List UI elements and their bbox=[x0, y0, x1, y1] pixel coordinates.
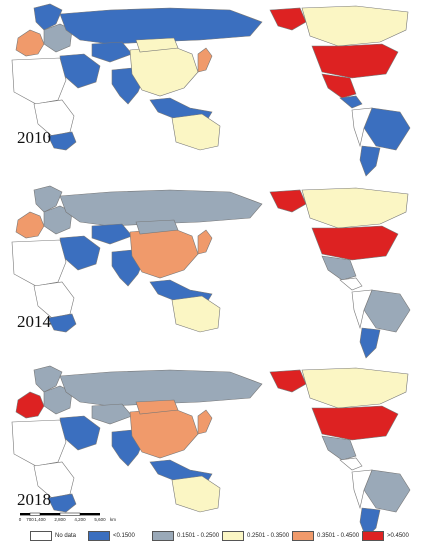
region-eastern-europe bbox=[43, 23, 73, 53]
region-eastern-europe bbox=[43, 385, 73, 415]
region-australia bbox=[171, 295, 221, 333]
region-japan-korea bbox=[197, 47, 213, 73]
region-western-europe bbox=[15, 211, 45, 239]
year-label: 2018 bbox=[17, 490, 51, 509]
region-brazil bbox=[363, 107, 411, 151]
region-kazakhstan bbox=[91, 223, 133, 245]
map-panel-2018: 2018 bbox=[0, 362, 438, 542]
year-label: 2010 bbox=[17, 128, 51, 147]
region-mongolia bbox=[135, 219, 179, 235]
legend: No data <0.1500 0.1501 - 0.2500 0.2501 -… bbox=[30, 529, 430, 543]
legend-swatch bbox=[30, 531, 52, 541]
region-south-africa bbox=[47, 131, 77, 151]
map-panel-2010: 2010 bbox=[0, 0, 438, 180]
region-mexico bbox=[321, 435, 357, 461]
region-australia bbox=[171, 113, 221, 151]
legend-label: 0.1501 - 0.2500 bbox=[177, 533, 220, 539]
region-central-africa bbox=[33, 281, 75, 319]
region-mexico bbox=[321, 255, 357, 281]
region-northern-europe bbox=[33, 365, 63, 393]
region-north-africa bbox=[11, 239, 67, 287]
legend-label: No data bbox=[55, 533, 77, 539]
map-panel-2014: 2014 bbox=[0, 182, 438, 362]
scale-tick-label: 5,600 bbox=[94, 517, 106, 522]
legend-swatch bbox=[88, 531, 110, 541]
legend-item-class-3: 0.2501 - 0.3500 bbox=[222, 529, 289, 543]
year-label: 2014 bbox=[17, 312, 51, 331]
region-middle-east bbox=[59, 415, 101, 451]
region-western-europe bbox=[15, 29, 45, 57]
legend-label: 0.3501 - 0.4500 bbox=[317, 533, 360, 539]
region-north-africa bbox=[11, 419, 67, 467]
legend-label: 0.2501 - 0.3500 bbox=[247, 533, 290, 539]
region-south-africa bbox=[47, 493, 77, 513]
region-canada bbox=[301, 187, 409, 229]
region-argentina bbox=[359, 145, 381, 177]
region-china bbox=[129, 227, 199, 279]
region-kazakhstan bbox=[91, 41, 133, 63]
region-australia bbox=[171, 475, 221, 513]
region-northern-europe bbox=[33, 185, 63, 213]
region-mongolia bbox=[135, 37, 179, 53]
region-alaska bbox=[269, 7, 307, 31]
region-central-africa bbox=[33, 99, 75, 137]
region-usa bbox=[311, 225, 399, 261]
scale-tick-label: 1,400 bbox=[34, 517, 46, 522]
scale-bar: 0 700 1,400 2,800 4,200 5,600 km bbox=[19, 512, 116, 522]
region-middle-east bbox=[59, 53, 101, 89]
region-south-america-west bbox=[351, 289, 373, 330]
region-central-america bbox=[339, 277, 363, 291]
region-alaska bbox=[269, 369, 307, 393]
scale-tick-label: 4,200 bbox=[74, 517, 86, 522]
region-central-africa bbox=[33, 461, 75, 499]
legend-label: <0.1500 bbox=[113, 533, 135, 539]
region-northern-europe bbox=[33, 3, 63, 31]
scale-unit-label: km bbox=[110, 517, 116, 522]
region-usa bbox=[311, 405, 399, 441]
region-mexico bbox=[321, 73, 357, 99]
scale-tick-label: 700 bbox=[26, 517, 34, 522]
region-south-america-west bbox=[351, 107, 373, 148]
region-argentina bbox=[359, 327, 381, 359]
legend-swatch bbox=[292, 531, 314, 541]
region-alaska bbox=[269, 189, 307, 213]
legend-item-no-data: No data bbox=[30, 529, 76, 543]
legend-swatch bbox=[222, 531, 244, 541]
region-south-africa bbox=[47, 313, 77, 333]
region-brazil bbox=[363, 289, 411, 333]
region-brazil bbox=[363, 469, 411, 513]
region-russia bbox=[59, 369, 263, 407]
legend-item-class-5: >0.4500 bbox=[362, 529, 409, 543]
region-mongolia bbox=[135, 399, 179, 415]
world-map bbox=[11, 185, 411, 359]
region-japan-korea bbox=[197, 229, 213, 255]
scale-tick-label: 0 bbox=[19, 517, 22, 522]
legend-swatch bbox=[152, 531, 174, 541]
world-map bbox=[11, 365, 411, 539]
region-russia bbox=[59, 7, 263, 45]
region-western-europe bbox=[15, 391, 45, 419]
world-map bbox=[11, 3, 411, 177]
region-south-america-west bbox=[351, 469, 373, 510]
region-north-africa bbox=[11, 57, 67, 105]
region-china bbox=[129, 45, 199, 97]
region-canada bbox=[301, 367, 409, 409]
legend-item-class-1: <0.1500 bbox=[88, 529, 135, 543]
region-middle-east bbox=[59, 235, 101, 271]
legend-swatch bbox=[362, 531, 384, 541]
region-russia bbox=[59, 189, 263, 227]
legend-item-class-2: 0.1501 - 0.2500 bbox=[152, 529, 219, 543]
region-china bbox=[129, 407, 199, 459]
region-central-america bbox=[339, 95, 363, 109]
region-japan-korea bbox=[197, 409, 213, 435]
region-canada bbox=[301, 5, 409, 47]
region-kazakhstan bbox=[91, 403, 133, 425]
region-eastern-europe bbox=[43, 205, 73, 235]
legend-item-class-4: 0.3501 - 0.4500 bbox=[292, 529, 359, 543]
region-central-america bbox=[339, 457, 363, 471]
region-usa bbox=[311, 43, 399, 79]
legend-label: >0.4500 bbox=[387, 533, 409, 539]
scale-tick-label: 2,800 bbox=[54, 517, 66, 522]
